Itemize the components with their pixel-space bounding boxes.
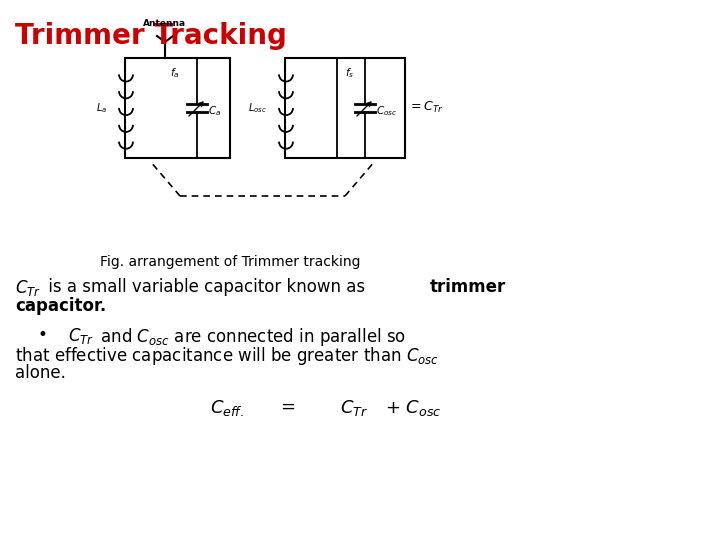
Text: $C_{Tr}$: $C_{Tr}$ (15, 278, 41, 298)
Text: $= C_{Tr}$: $= C_{Tr}$ (408, 99, 444, 114)
Text: $C_a$: $C_a$ (208, 104, 221, 118)
Text: $C_{osc}$: $C_{osc}$ (376, 104, 397, 118)
Text: and $C_{osc}$ are connected in parallel so: and $C_{osc}$ are connected in parallel … (95, 326, 406, 348)
Text: trimmer: trimmer (430, 278, 506, 296)
Bar (125, 58, 230, 158)
Text: Fig. arrangement of Trimmer tracking: Fig. arrangement of Trimmer tracking (100, 255, 361, 269)
Text: is a small variable capacitor known as: is a small variable capacitor known as (43, 278, 370, 296)
Text: $C_{Tr}$: $C_{Tr}$ (340, 398, 368, 418)
Text: + $C_{osc}$: + $C_{osc}$ (385, 398, 441, 418)
Text: alone.: alone. (15, 364, 66, 382)
Text: Antenna: Antenna (143, 19, 186, 28)
Text: •: • (38, 326, 48, 344)
Text: $L_{osc}$: $L_{osc}$ (248, 101, 267, 115)
Text: $C_{eff.}$: $C_{eff.}$ (210, 398, 244, 418)
Text: $f_a$: $f_a$ (170, 66, 179, 80)
Bar (285, 58, 405, 158)
Text: that effective capacitance will be greater than $C_{osc}$: that effective capacitance will be great… (15, 345, 439, 367)
Text: $C_{Tr}$: $C_{Tr}$ (68, 326, 94, 346)
Text: capacitor.: capacitor. (15, 297, 107, 315)
Text: =: = (280, 398, 295, 416)
Text: $f_s$: $f_s$ (345, 66, 354, 80)
Text: $L_a$: $L_a$ (96, 101, 107, 115)
Text: Trimmer Tracking: Trimmer Tracking (15, 22, 287, 50)
